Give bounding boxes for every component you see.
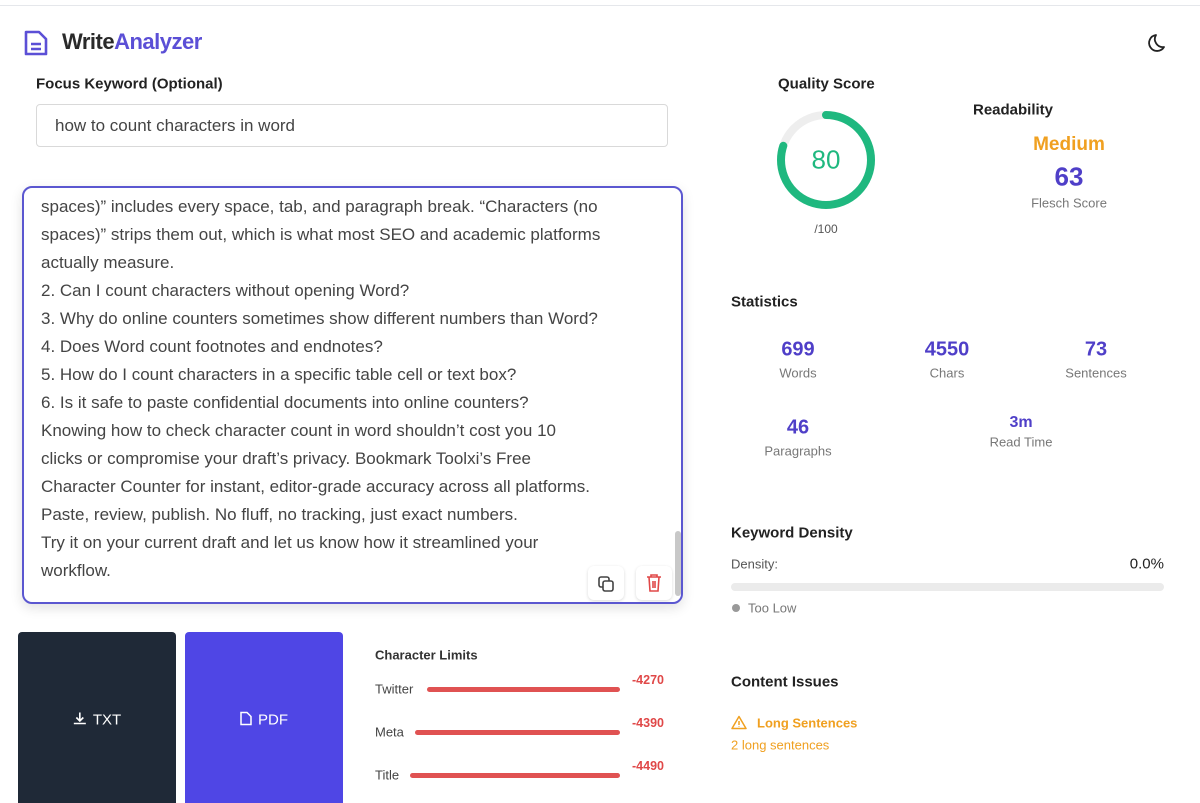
- editor-line: 4. Does Word count footnotes and endnote…: [41, 337, 383, 356]
- issue-detail: 2 long sentences: [731, 737, 830, 753]
- brand-b: Analyzer: [114, 29, 202, 54]
- brand-a: Write: [62, 29, 115, 54]
- txt-label: TXT: [92, 711, 122, 729]
- stat-label: Read Time: [989, 434, 1053, 450]
- quality-max: /100: [814, 222, 838, 236]
- scrollbar[interactable]: [675, 531, 681, 596]
- density-title: Keyword Density: [731, 524, 853, 542]
- pdf-label: PDF: [258, 711, 288, 729]
- stat-label: Sentences: [1065, 365, 1127, 381]
- limit-value: -4490: [632, 759, 664, 773]
- stat-value: 699: [781, 338, 815, 361]
- limit-name: Title: [375, 767, 400, 783]
- density-track: [731, 583, 1164, 591]
- delete-button[interactable]: [636, 566, 672, 600]
- keyword-value: how to count characters in word: [55, 116, 296, 135]
- top-border: [0, 5, 1200, 6]
- stat-value: 3m: [1009, 414, 1033, 431]
- stat-value: 4550: [924, 338, 970, 361]
- logo-icon: [24, 30, 48, 56]
- issues-title: Content Issues: [731, 673, 839, 691]
- editor-line: 6. Is it safe to paste confidential docu…: [41, 393, 529, 412]
- quality-ring: [777, 111, 875, 209]
- editor-line: actually measure.: [41, 253, 175, 272]
- limits-title: Character Limits: [375, 647, 478, 663]
- pdf-button[interactable]: PDF: [185, 632, 343, 803]
- readability-level: Medium: [1033, 134, 1105, 155]
- ring-arc: [777, 111, 875, 209]
- keyword-label: Focus Keyword (Optional): [36, 75, 223, 93]
- txt-button[interactable]: TXT: [18, 632, 176, 803]
- editor-line: Try it on your current draft and let us …: [41, 533, 539, 552]
- limit-value: -4390: [632, 716, 664, 730]
- readability-title: Readability: [972, 101, 1054, 119]
- status-dot: [732, 604, 740, 612]
- editor-line: 3. Why do online counters sometimes show…: [41, 309, 598, 328]
- editor-line: workflow.: [41, 561, 111, 580]
- density-value: 0.0%: [1129, 555, 1164, 573]
- limit-bar: [410, 773, 620, 778]
- brand[interactable]: WriteAnalyzer: [62, 29, 202, 55]
- editor-line: spaces)” includes every space, tab, and …: [41, 197, 598, 216]
- limit-bar: [427, 687, 620, 692]
- limit-value: -4270: [632, 673, 664, 687]
- issue-name: Long Sentences: [757, 715, 858, 731]
- stat-label: Chars: [929, 365, 965, 381]
- keyword-input[interactable]: how to count characters in word: [36, 104, 668, 147]
- editor-line: spaces)” strips them out, which is what …: [41, 225, 601, 244]
- density-label: Density:: [731, 556, 778, 572]
- quality-score: 80: [811, 144, 841, 175]
- stat-label: Paragraphs: [764, 443, 832, 459]
- editor-line: 5. How do I count characters in a specif…: [41, 365, 517, 384]
- stat-value: 73: [1084, 338, 1108, 361]
- warning-icon: [731, 715, 747, 730]
- theme-toggle[interactable]: [1146, 30, 1172, 56]
- limit-name: Twitter: [375, 681, 414, 697]
- stat-label: Words: [779, 365, 817, 381]
- limit-bar: [415, 730, 620, 735]
- readability-score: 63: [1054, 161, 1084, 192]
- text-editor[interactable]: spaces)” includes every space, tab, and …: [22, 186, 683, 604]
- editor-line: Knowing how to check character count in …: [41, 421, 557, 440]
- limit-name: Meta: [375, 724, 404, 740]
- editor-line: clicks or compromise your draft’s privac…: [41, 449, 532, 468]
- editor-line: Character Counter for instant, editor-gr…: [41, 477, 590, 496]
- readability-label: Flesch Score: [1031, 195, 1107, 211]
- editor-line: 2. Can I count characters without openin…: [41, 281, 410, 300]
- quality-title: Quality Score: [778, 75, 875, 93]
- copy-button[interactable]: [588, 566, 624, 600]
- stat-value: 46: [786, 416, 810, 439]
- density-status: Too Low: [748, 600, 797, 616]
- statistics-title: Statistics: [731, 293, 798, 311]
- editor-line: Paste, review, publish. No fluff, no tra…: [41, 505, 518, 524]
